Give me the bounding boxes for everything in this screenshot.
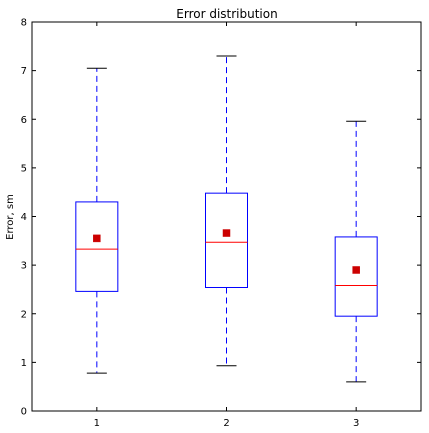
mean-marker [352, 266, 360, 274]
y-tick-label: 6 [21, 115, 27, 126]
plot-area: 0 1 2 3 4 5 6 7 8 1 2 3 [21, 18, 422, 429]
x-tick-label: 2 [223, 418, 229, 429]
box-iqr [205, 192, 248, 288]
box-iqr [75, 201, 119, 292]
y-tick-label: 2 [21, 309, 27, 320]
y-tick-label: 3 [21, 261, 27, 272]
mean-marker [93, 234, 101, 243]
y-tick-label: 4 [21, 212, 27, 223]
y-axis-label: Error, sm [5, 194, 16, 240]
mean-marker [222, 229, 231, 237]
box-iqr [334, 236, 378, 317]
x-tick-label: 3 [353, 418, 359, 429]
chart-title: Error distribution [176, 7, 277, 21]
y-tick-label: 0 [21, 407, 27, 418]
x-tick-label: 1 [94, 418, 100, 429]
y-tick-label: 5 [21, 163, 27, 174]
y-tick-label: 1 [21, 358, 27, 369]
y-tick-label: 7 [21, 66, 27, 77]
y-tick-label: 8 [21, 18, 27, 29]
